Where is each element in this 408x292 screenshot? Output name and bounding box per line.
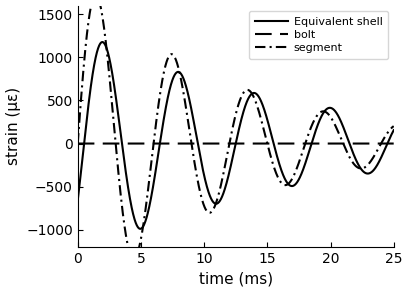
segment [131, 257, 136, 261]
segment [111, 122, 116, 126]
bolt [196, 142, 201, 145]
segment [75, 142, 80, 145]
Equivalent shell [130, 210, 135, 214]
bolt [351, 142, 356, 145]
Equivalent shell [351, 153, 356, 156]
bolt [130, 142, 135, 145]
X-axis label: time (ms): time (ms) [199, 272, 273, 286]
bolt [111, 142, 116, 145]
bolt [210, 142, 215, 145]
segment [211, 208, 215, 212]
bolt [75, 142, 80, 145]
Legend: Equivalent shell, bolt, segment: Equivalent shell, bolt, segment [249, 11, 388, 59]
segment [385, 131, 390, 134]
segment [130, 257, 135, 260]
Equivalent shell [211, 200, 215, 203]
Line: Equivalent shell: Equivalent shell [78, 42, 394, 229]
segment [391, 124, 396, 128]
Line: segment: segment [78, 0, 394, 259]
Equivalent shell [75, 199, 80, 202]
Y-axis label: strain (με): strain (με) [6, 87, 20, 165]
Equivalent shell [100, 40, 105, 44]
Equivalent shell [111, 82, 116, 85]
bolt [385, 142, 390, 145]
segment [351, 162, 356, 166]
Equivalent shell [138, 227, 143, 231]
Equivalent shell [197, 149, 202, 152]
bolt [391, 142, 396, 145]
Equivalent shell [391, 128, 396, 132]
segment [197, 186, 202, 189]
Equivalent shell [385, 141, 390, 145]
